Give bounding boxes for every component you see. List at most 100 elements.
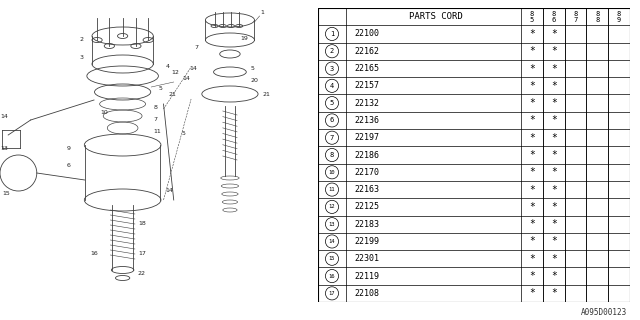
Text: 12: 12 (172, 70, 180, 75)
Text: 14: 14 (0, 114, 8, 119)
Text: 2: 2 (330, 48, 334, 54)
Text: 17: 17 (329, 291, 335, 296)
Text: *: * (529, 46, 535, 56)
Text: *: * (529, 116, 535, 125)
Text: *: * (529, 185, 535, 195)
Text: *: * (551, 64, 557, 74)
Text: 8
8: 8 8 (595, 11, 600, 23)
Text: *: * (529, 236, 535, 246)
Text: 22108: 22108 (354, 289, 379, 298)
Text: 22163: 22163 (354, 185, 379, 194)
Text: *: * (529, 271, 535, 281)
Text: 6: 6 (67, 163, 70, 168)
Text: 22157: 22157 (354, 81, 379, 90)
Text: 8
5: 8 5 (530, 11, 534, 23)
Text: 11: 11 (154, 129, 161, 134)
Text: 17: 17 (138, 251, 146, 256)
Text: 7: 7 (154, 117, 157, 122)
Text: A095D00123: A095D00123 (581, 308, 627, 317)
Text: 20: 20 (250, 78, 259, 83)
Text: 10: 10 (329, 170, 335, 175)
Text: 15: 15 (329, 256, 335, 261)
Text: 3: 3 (330, 66, 334, 72)
Text: 21: 21 (168, 92, 177, 97)
Text: 9: 9 (67, 146, 70, 151)
Text: *: * (551, 167, 557, 177)
Text: 22170: 22170 (354, 168, 379, 177)
Text: 16: 16 (90, 251, 98, 256)
Text: 7: 7 (330, 135, 334, 141)
Text: 13: 13 (329, 222, 335, 227)
Text: 1: 1 (260, 10, 264, 15)
Text: *: * (529, 98, 535, 108)
Text: 22136: 22136 (354, 116, 379, 125)
Text: *: * (551, 133, 557, 143)
Text: 7: 7 (194, 45, 198, 50)
Text: 22183: 22183 (354, 220, 379, 229)
Text: *: * (529, 64, 535, 74)
Text: *: * (551, 254, 557, 264)
Text: 14: 14 (166, 188, 173, 193)
Text: *: * (551, 219, 557, 229)
Text: 13: 13 (0, 146, 8, 151)
Text: 14: 14 (329, 239, 335, 244)
Text: 22165: 22165 (354, 64, 379, 73)
Text: 3: 3 (80, 55, 84, 60)
Text: 22197: 22197 (354, 133, 379, 142)
Text: 21: 21 (262, 92, 271, 97)
Text: 22162: 22162 (354, 47, 379, 56)
Text: 19: 19 (240, 36, 248, 41)
Text: 5: 5 (250, 66, 254, 71)
Text: 8
7: 8 7 (573, 11, 578, 23)
Text: *: * (551, 185, 557, 195)
Text: *: * (529, 150, 535, 160)
Text: 5: 5 (182, 131, 186, 136)
Text: *: * (551, 98, 557, 108)
Text: *: * (529, 219, 535, 229)
Text: 14: 14 (182, 76, 190, 81)
Text: 4: 4 (166, 64, 170, 69)
Text: 10: 10 (100, 110, 108, 115)
Text: *: * (551, 29, 557, 39)
Text: 8: 8 (154, 105, 157, 110)
Text: 11: 11 (329, 187, 335, 192)
Text: *: * (529, 254, 535, 264)
Text: 1: 1 (330, 31, 334, 37)
Text: 22132: 22132 (354, 99, 379, 108)
Text: 2: 2 (80, 37, 84, 42)
Text: 22: 22 (138, 271, 146, 276)
Text: 8
9: 8 9 (617, 11, 621, 23)
Text: *: * (551, 116, 557, 125)
Text: 22301: 22301 (354, 254, 379, 263)
Text: *: * (551, 288, 557, 298)
Text: PARTS CORD: PARTS CORD (408, 12, 462, 21)
Text: 14: 14 (189, 66, 197, 71)
Text: *: * (529, 288, 535, 298)
Text: *: * (529, 202, 535, 212)
Text: *: * (551, 236, 557, 246)
Text: 18: 18 (138, 221, 146, 226)
Text: 5: 5 (330, 100, 334, 106)
Text: 8: 8 (330, 152, 334, 158)
Text: *: * (529, 81, 535, 91)
Text: 22186: 22186 (354, 150, 379, 159)
Text: *: * (551, 81, 557, 91)
Text: 16: 16 (329, 274, 335, 278)
Text: *: * (551, 271, 557, 281)
Text: *: * (529, 167, 535, 177)
Text: 6: 6 (330, 117, 334, 124)
Text: 4: 4 (330, 83, 334, 89)
Text: *: * (551, 150, 557, 160)
Text: 8
6: 8 6 (552, 11, 556, 23)
Text: 22125: 22125 (354, 202, 379, 212)
Text: *: * (529, 133, 535, 143)
Text: *: * (529, 29, 535, 39)
Text: 22119: 22119 (354, 272, 379, 281)
Text: 12: 12 (329, 204, 335, 209)
Text: 22100: 22100 (354, 29, 379, 38)
Text: *: * (551, 46, 557, 56)
Text: 15: 15 (2, 191, 10, 196)
Text: *: * (551, 202, 557, 212)
Text: 22199: 22199 (354, 237, 379, 246)
Text: 5: 5 (159, 86, 163, 91)
